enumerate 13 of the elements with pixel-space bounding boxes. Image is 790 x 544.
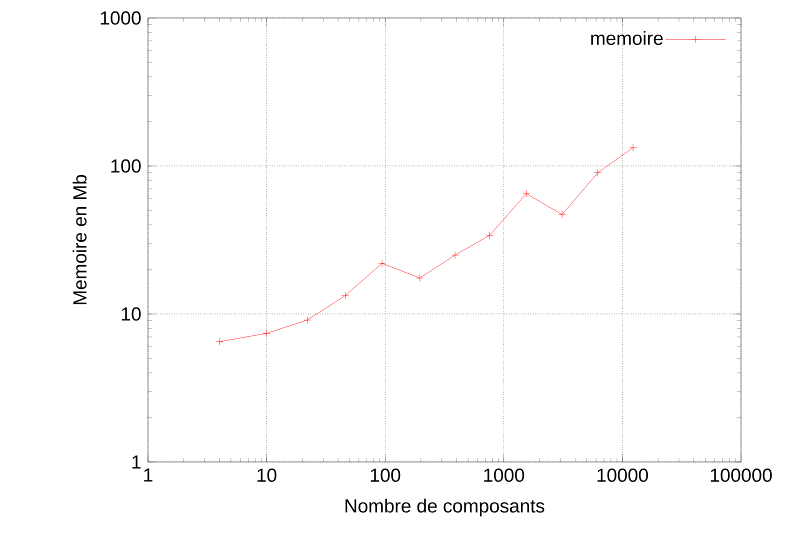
y-tick-label: 1000 xyxy=(100,11,141,25)
x-tick-label: 10000 xyxy=(598,468,648,482)
legend-label: memoire xyxy=(591,31,663,45)
x-axis-title: Nombre de composants xyxy=(346,498,544,516)
y-tick-label: 100 xyxy=(111,159,141,173)
y-axis-title: Memoire en Mb xyxy=(72,175,87,304)
x-tick-label: 1000 xyxy=(484,468,524,482)
y-tick-label: 10 xyxy=(122,307,141,321)
y-tick-label: 1 xyxy=(132,455,141,468)
x-tick-label: 100 xyxy=(370,468,400,482)
x-tick-label: 100000 xyxy=(710,468,772,482)
x-tick-label: 10 xyxy=(258,468,276,482)
x-tick-label: 1 xyxy=(144,468,152,482)
